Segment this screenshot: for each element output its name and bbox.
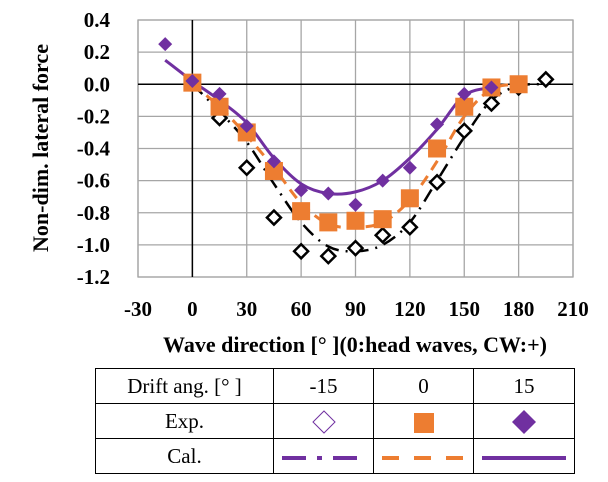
x-tick-labels: -30 0 30 60 90 120 150 180 210 xyxy=(124,297,589,321)
exp-label: Exp. xyxy=(95,403,274,439)
marker-open-diamond xyxy=(428,173,446,191)
y-tick-label: -0.4 xyxy=(77,137,111,161)
y-tick-label: 0.2 xyxy=(84,40,110,64)
marker-diamond xyxy=(212,86,227,101)
marker-open-diamond xyxy=(401,218,419,236)
marker-diamond xyxy=(484,80,499,95)
y-tick-labels: 0.4 0.2 0.0 -0.2 -0.4 -0.6 -0.8 -1.0 -1.2 xyxy=(77,8,111,289)
marker-square xyxy=(455,97,474,116)
drift-value-0: 0 xyxy=(373,368,474,404)
marker-diamond xyxy=(321,186,336,201)
marker-square xyxy=(319,213,338,232)
cal-line-0 xyxy=(373,438,474,474)
exp-symbol-15 xyxy=(473,403,575,439)
x-tick-label: 150 xyxy=(449,297,481,321)
y-tick-label: -0.6 xyxy=(77,169,110,193)
y-tick-label: -0.2 xyxy=(77,104,110,128)
marker-diamond xyxy=(294,183,309,198)
marker-square xyxy=(509,75,528,94)
marker-open-diamond xyxy=(537,70,555,89)
marker-diamond xyxy=(375,173,390,188)
x-axis-title: Wave direction [° ](0:head waves, CW:+) xyxy=(163,332,547,357)
square-icon xyxy=(413,412,434,433)
exp-symbol-0 xyxy=(373,403,474,439)
drift-value-15: 15 xyxy=(473,368,575,404)
y-tick-label: -1.0 xyxy=(77,233,110,257)
marker-diamond xyxy=(266,154,281,169)
marker-square xyxy=(373,210,392,229)
x-tick-label: 120 xyxy=(394,297,426,321)
legend-row-exp: Exp. xyxy=(95,403,575,439)
marker-square xyxy=(428,139,447,158)
chart: 0.4 0.2 0.0 -0.2 -0.4 -0.6 -0.8 -1.0 -1.2 -30 0 30… xyxy=(28,8,589,357)
y-tick-label: -0.8 xyxy=(77,201,110,225)
diamond-icon xyxy=(512,409,536,434)
legend-table: Drift ang. [° ] -15 0 15 Exp. Cal. xyxy=(95,368,575,474)
marker-diamond xyxy=(185,74,200,89)
marker-diamond xyxy=(402,160,417,175)
grid xyxy=(137,19,574,278)
marker-open-diamond xyxy=(237,159,256,177)
x-tick-label: -30 xyxy=(124,297,152,321)
axes xyxy=(138,20,573,277)
legend-row-cal: Cal. xyxy=(95,438,575,474)
dash-dot-line-icon xyxy=(281,455,366,460)
marker-square xyxy=(264,161,283,180)
drift-angle-label: Drift ang. [° ] xyxy=(95,368,274,404)
marker-square xyxy=(292,202,311,221)
x-tick-label: 30 xyxy=(236,297,257,321)
marker-square xyxy=(346,211,365,230)
solid-line-icon xyxy=(482,455,566,460)
marker-open-diamond xyxy=(482,94,501,113)
x-tick-label: 210 xyxy=(557,297,589,321)
x-tick-label: 60 xyxy=(291,297,312,321)
marker-diamond xyxy=(239,119,254,134)
y-axis-title: Non-dim. lateral force xyxy=(28,44,53,252)
exp-symbol-neg15 xyxy=(273,403,374,439)
marker-diamond xyxy=(348,197,363,212)
marker-diamond xyxy=(430,117,445,132)
y-tick-label: 0.0 xyxy=(84,72,110,96)
marker-diamond xyxy=(158,37,173,52)
marker-square xyxy=(400,189,419,208)
marker-open-diamond xyxy=(373,226,392,245)
dashed-line-icon xyxy=(381,455,466,460)
drift-value-neg15: -15 xyxy=(273,368,374,404)
y-tick-label: -1.2 xyxy=(77,265,110,289)
marker-diamond xyxy=(457,86,472,101)
x-tick-label: 0 xyxy=(187,297,198,321)
marker-open-diamond xyxy=(319,247,338,265)
x-tick-label: 90 xyxy=(345,297,366,321)
series-markers xyxy=(158,37,555,265)
marker-open-diamond xyxy=(346,239,365,257)
cal-line-15 xyxy=(473,438,575,474)
cal-line-neg15 xyxy=(273,438,374,474)
marker-open-diamond xyxy=(455,122,474,140)
open-diamond-icon xyxy=(311,409,336,434)
y-tick-label: 0.4 xyxy=(84,8,111,32)
marker-open-diamond xyxy=(265,208,283,227)
cal-label: Cal. xyxy=(95,438,274,474)
marker-square xyxy=(210,97,229,116)
x-tick-label: 180 xyxy=(503,297,535,321)
legend-row-drift: Drift ang. [° ] -15 0 15 xyxy=(95,368,575,404)
marker-open-diamond xyxy=(292,242,310,261)
